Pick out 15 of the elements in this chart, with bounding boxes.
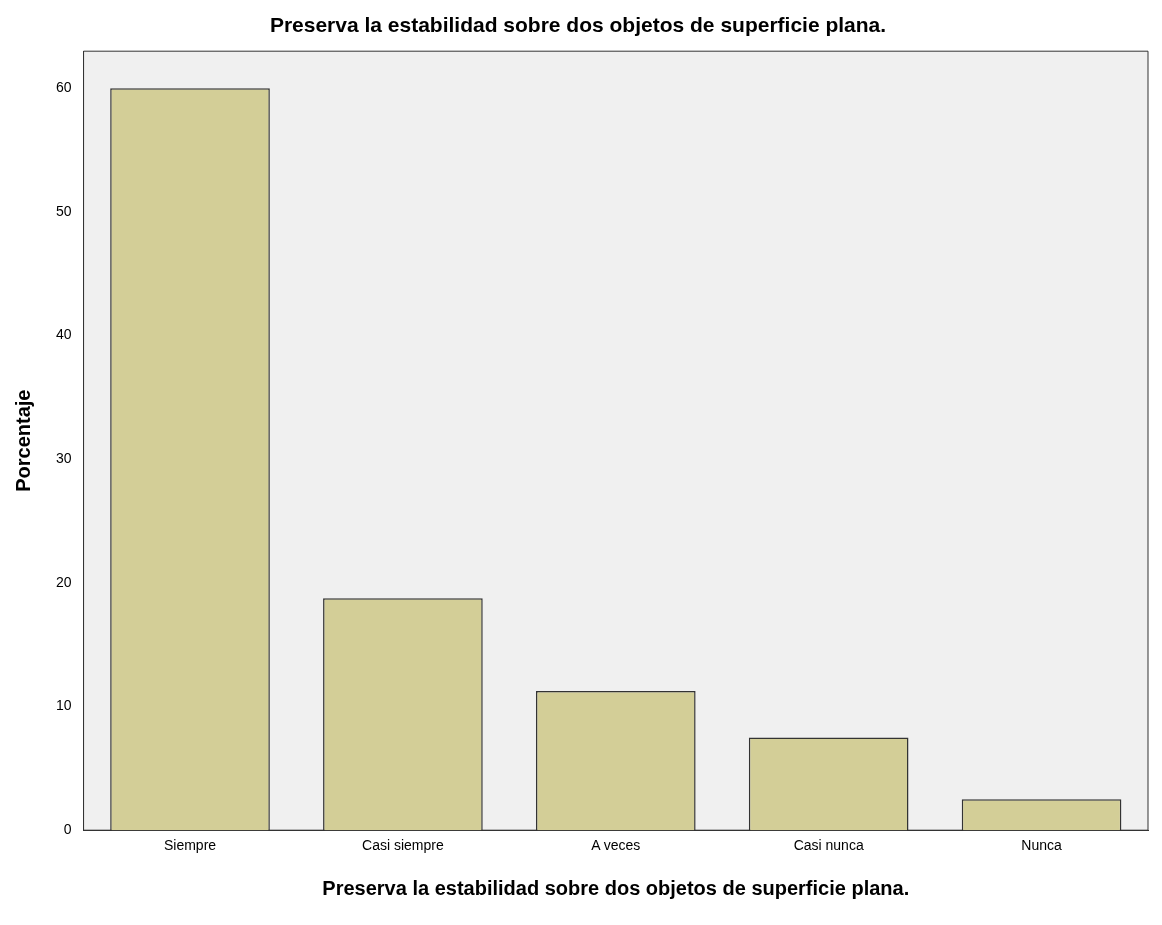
x-axis-title: Preserva la estabilidad sobre dos objetos de superficie plana.	[322, 876, 910, 899]
y-tick-label: 10	[55, 697, 72, 714]
x-tick-label: Siempre	[163, 837, 217, 854]
x-tick-label: Casi siempre	[362, 837, 444, 854]
y-tick-label: 40	[55, 326, 72, 343]
y-tick-label: 0	[63, 821, 72, 838]
y-tick-label: 50	[55, 202, 72, 219]
y-tick-label: 30	[55, 450, 72, 467]
y-axis-title: Porcentaje	[11, 389, 34, 492]
chart-title: Preserva la estabilidad sobre dos objetos de superficie plana.	[269, 13, 887, 37]
x-tick-label: A veces	[591, 837, 641, 854]
y-tick-label: 20	[55, 573, 72, 590]
x-tick-label: Nunca	[1021, 837, 1063, 854]
x-tick-label: Casi nunca	[793, 837, 864, 854]
y-tick-label: 60	[55, 79, 72, 96]
